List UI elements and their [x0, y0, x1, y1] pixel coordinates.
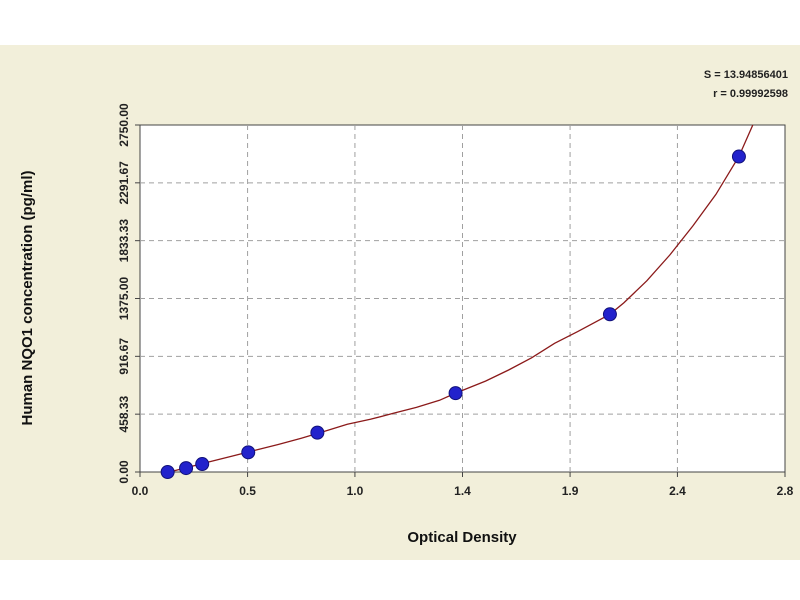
y-tick-label: 0.00 [117, 460, 131, 484]
data-point [179, 461, 194, 476]
y-tick-label: 1375.00 [117, 276, 131, 320]
data-point [241, 445, 256, 460]
y-tick-label: 2291.67 [117, 161, 131, 205]
x-tick-label: 1.9 [562, 484, 579, 498]
y-axis-title: Human NQO1 concentration (pg/ml) [19, 170, 36, 425]
y-tick-label: 1833.33 [117, 219, 131, 263]
stat-s: S = 13.94856401 [704, 69, 788, 81]
data-point [731, 149, 746, 164]
data-point [195, 457, 210, 472]
standard-curve-chart: 0.00 458.33 916.67 1375.00 1833.33 2291.67 275… [19, 69, 794, 546]
x-axis-title: Optical Density [407, 529, 517, 546]
data-point [310, 425, 325, 440]
y-tick-label: 916.67 [117, 338, 131, 375]
x-tick-label: 2.4 [669, 484, 686, 498]
stat-r: r = 0.99992598 [713, 88, 788, 100]
x-tick-label: 1.4 [454, 484, 471, 498]
data-points-layer [160, 149, 746, 479]
x-tick-label: 0.5 [239, 484, 256, 498]
y-tick-label: 458.33 [117, 395, 131, 432]
data-point [448, 386, 463, 401]
x-tick-label: 1.0 [347, 484, 364, 498]
y-tick-label: 2750.00 [117, 103, 131, 147]
x-axis-ticks: 0.0 0.5 1.0 1.4 1.9 2.4 2.8 [132, 472, 794, 498]
grid-lines [140, 125, 785, 472]
data-point [160, 465, 175, 479]
x-tick-label: 0.0 [132, 484, 149, 498]
data-point [602, 307, 617, 322]
x-tick-label: 2.8 [777, 484, 794, 498]
y-axis-ticks: 0.00 458.33 916.67 1375.00 1833.33 2291.67 275… [117, 103, 140, 484]
chart-panel: 0.00 458.33 916.67 1375.00 1833.33 2291.67 275… [0, 45, 800, 560]
